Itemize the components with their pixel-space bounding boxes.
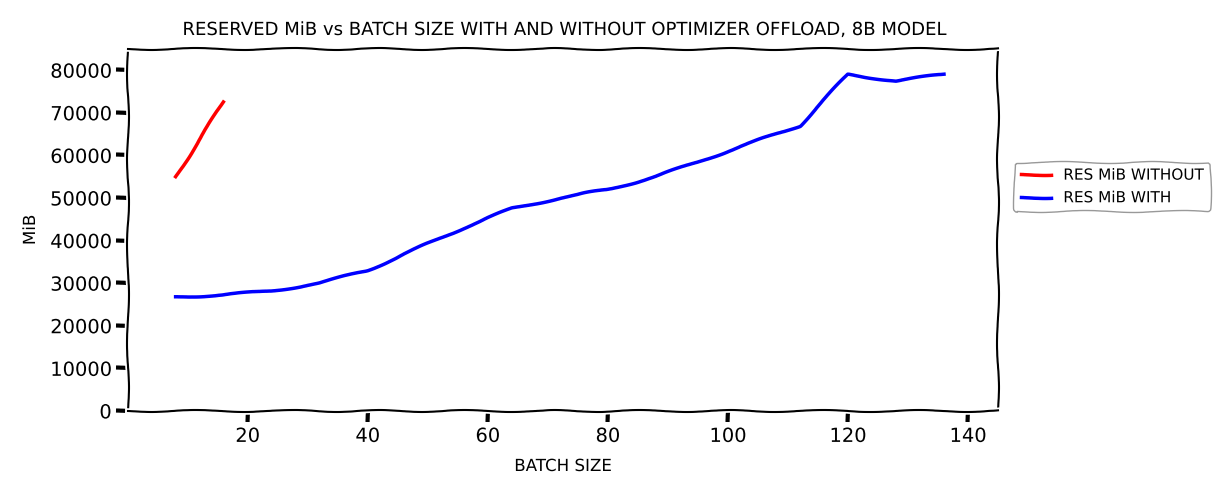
RES MiB WITH bbox=[456, 225, 471, 231]
RES MiB WITHOUT bbox=[217, 99, 232, 105]
RES MiB WITH bbox=[648, 174, 663, 180]
RES MiB WITH bbox=[600, 186, 615, 192]
RES MiB WITH bbox=[888, 78, 903, 84]
RES MiB WITH bbox=[696, 157, 711, 163]
Y-axis label: MiB: MiB bbox=[21, 215, 39, 245]
RES MiB WITH bbox=[744, 139, 759, 145]
RES MiB WITH bbox=[840, 71, 855, 77]
RES MiB WITH bbox=[408, 246, 423, 252]
RES MiB WITHOUT bbox=[169, 174, 184, 180]
Line: RES MiB WITH: RES MiB WITH bbox=[176, 74, 944, 297]
RES MiB WITH bbox=[504, 206, 519, 212]
Title: RESERVED MiB vs BATCH SIZE WITH AND WITHOUT OPTIMIZER OFFLOAD, 8B MODEL: RESERVED MiB vs BATCH SIZE WITH AND WITH… bbox=[182, 21, 944, 39]
RES MiB WITH bbox=[217, 292, 232, 298]
X-axis label: BATCH SIZE: BATCH SIZE bbox=[514, 457, 611, 475]
RES MiB WITH bbox=[169, 294, 184, 300]
RES MiB WITH bbox=[360, 267, 375, 273]
RES MiB WITH bbox=[792, 123, 807, 128]
Line: RES MiB WITHOUT: RES MiB WITHOUT bbox=[176, 102, 224, 177]
RES MiB WITH bbox=[312, 280, 326, 286]
RES MiB WITH bbox=[552, 195, 567, 201]
RES MiB WITH bbox=[936, 71, 951, 77]
Legend: RES MiB WITHOUT, RES MiB WITH: RES MiB WITHOUT, RES MiB WITH bbox=[1014, 162, 1210, 211]
RES MiB WITH bbox=[265, 288, 280, 294]
